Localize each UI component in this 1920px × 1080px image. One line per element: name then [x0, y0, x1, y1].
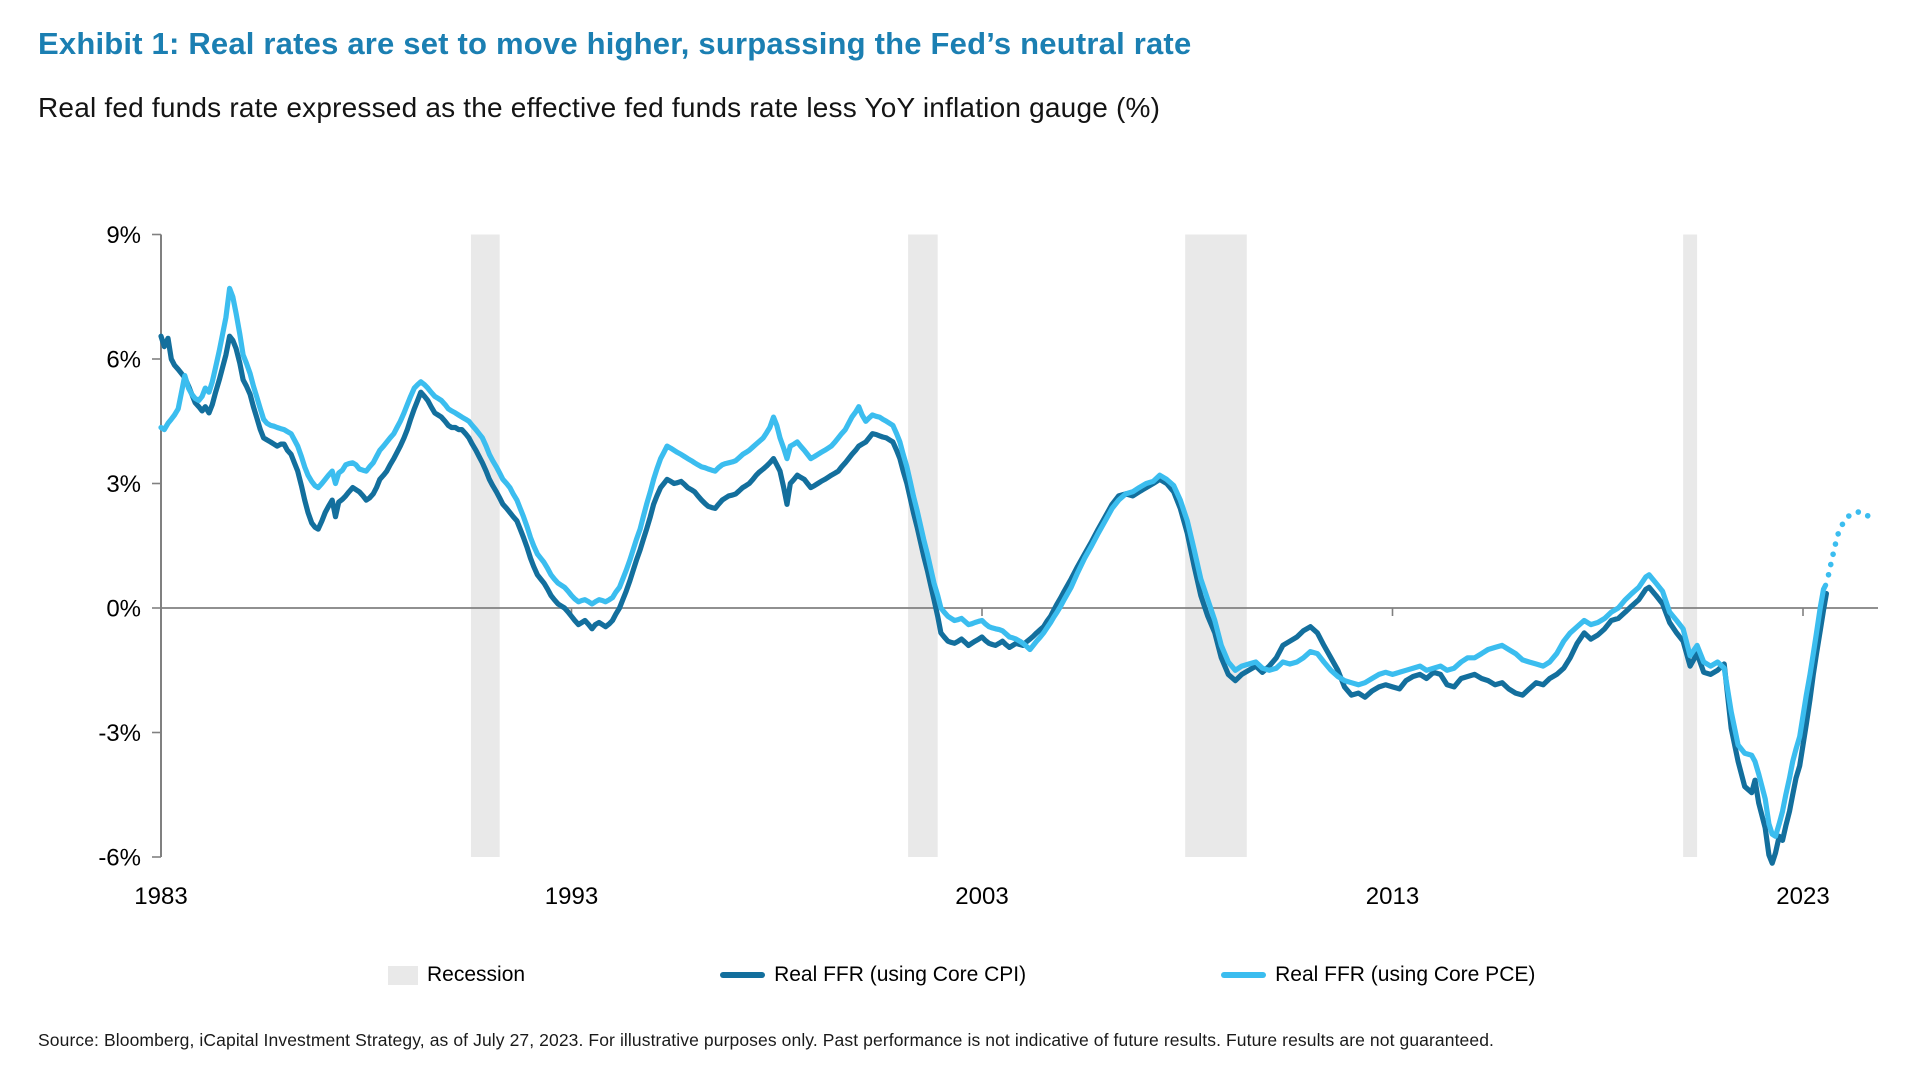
pce-series-line — [158, 285, 1829, 839]
legend-cpi-label: Real FFR (using Core CPI) — [774, 963, 1027, 986]
y-tick-label: -3% — [98, 720, 141, 747]
x-tick-label: 2013 — [1366, 883, 1419, 910]
source-note: Source: Bloomberg, iCapital Investment S… — [38, 1030, 1495, 1050]
page-title: Exhibit 1: Real rates are set to move hi… — [38, 26, 1192, 61]
cpi-series-line — [158, 333, 1829, 866]
recession-swatch — [388, 965, 418, 985]
legend-item-pce: Real FFR (using Core PCE) — [1221, 963, 1535, 987]
recession-band — [470, 234, 500, 857]
chart-subtitle: Real fed funds rate expressed as the eff… — [38, 92, 1161, 123]
y-tick-label: -6% — [98, 844, 141, 871]
recession-band — [1185, 234, 1247, 857]
y-tick-label: 0% — [106, 595, 141, 622]
recession-band — [908, 234, 938, 857]
y-tick-label: 3% — [106, 471, 141, 498]
x-tick-label: 1983 — [134, 883, 187, 910]
y-tick-label: 9% — [106, 222, 141, 249]
y-tick-label: 6% — [106, 346, 141, 373]
recession-band — [1683, 234, 1698, 857]
x-tick-label: 2023 — [1776, 883, 1829, 910]
x-tick-label: 2003 — [955, 883, 1008, 910]
legend-item-cpi: Real FFR (using Core CPI) — [720, 963, 1026, 987]
chart-legend: Recession Real FFR (using Core CPI) Real… — [388, 963, 1535, 987]
legend-item-recession: Recession — [388, 963, 525, 987]
pce-line-swatch — [1221, 972, 1267, 978]
cpi-line-swatch — [720, 972, 766, 978]
x-tick-label: 1993 — [545, 883, 598, 910]
legend-recession-label: Recession — [427, 963, 526, 986]
pce-projection-dotted-line — [1825, 508, 1878, 578]
legend-pce-label: Real FFR (using Core PCE) — [1275, 963, 1536, 986]
